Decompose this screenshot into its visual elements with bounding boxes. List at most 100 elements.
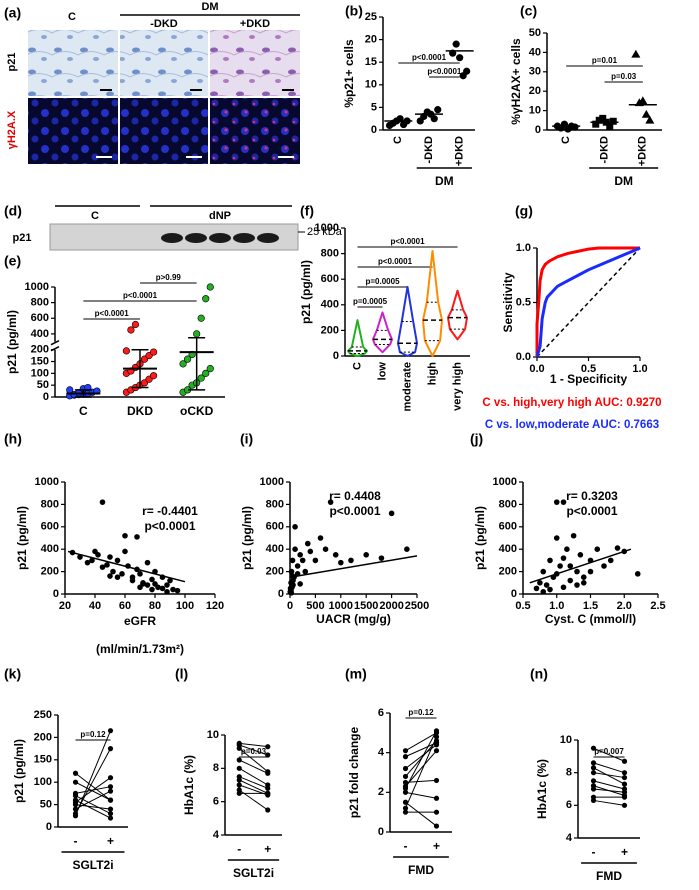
data-point	[574, 582, 580, 588]
data-point	[402, 765, 409, 772]
data-point	[638, 96, 648, 105]
data-point	[149, 586, 155, 593]
data-point	[537, 580, 543, 586]
x-tick-label: +	[107, 834, 114, 848]
data-point	[404, 546, 410, 552]
x-axis-label: 1 - Specificity	[550, 372, 628, 386]
x-tick-label: high	[426, 362, 438, 385]
x-tick-label: 500	[306, 600, 324, 612]
data-point	[402, 779, 409, 786]
data-point	[547, 586, 553, 593]
data-point	[402, 754, 409, 760]
y-tick-label: 20	[529, 85, 541, 97]
data-point	[131, 320, 140, 329]
data-point	[72, 790, 79, 797]
data-point	[236, 782, 242, 788]
legend-entry: C vs. low,moderate AUC: 0.7663	[485, 419, 659, 431]
x-tick-label: -	[592, 845, 596, 859]
p-value: p=0.12	[408, 708, 434, 717]
y-tick-label: 100	[31, 367, 49, 379]
x-tick-label: +	[621, 845, 628, 859]
data-point	[290, 577, 296, 584]
x-tick-label: very high	[451, 362, 463, 411]
micrograph	[28, 98, 118, 164]
y-tick-label: 0.5	[516, 296, 531, 308]
data-point	[402, 789, 409, 795]
data-point	[590, 760, 597, 766]
data-point	[299, 557, 306, 564]
data-point	[127, 326, 135, 334]
p-value: p=0.0005	[353, 297, 388, 306]
y-tick-label: 50	[529, 27, 541, 39]
x-tick-label: 100	[176, 600, 194, 612]
data-point	[95, 552, 101, 558]
data-point	[580, 580, 587, 586]
x-tick-label: 0.5	[515, 600, 530, 612]
x-tick-label: 2.0	[617, 600, 632, 612]
panel-label: (i)	[240, 431, 253, 447]
y-tick-label: 4	[566, 832, 573, 844]
axis-break	[50, 340, 60, 346]
y-tick-label: 0	[53, 588, 59, 600]
panel-label: (b)	[345, 3, 363, 19]
annotation: r= 0.4408	[329, 489, 381, 503]
data-point	[167, 577, 173, 584]
data-point	[433, 809, 440, 815]
x-tick-label: 1500	[354, 600, 378, 612]
pair-line	[239, 744, 268, 756]
data-point	[107, 554, 113, 560]
group-label: DM	[435, 174, 454, 188]
data-point	[543, 582, 550, 588]
x-tick-label: C	[560, 136, 572, 144]
panel-a: (a) DM C -DKD +DKD p21 γH2A.X	[4, 1, 300, 164]
y-tick-label: 25	[365, 11, 377, 23]
data-point	[144, 559, 151, 566]
panel-label: (f)	[300, 203, 314, 219]
y-axis-label: p21 (pg/ml)	[5, 310, 19, 374]
data-point	[265, 752, 271, 758]
x-tick-label: 40	[89, 600, 101, 612]
data-point	[99, 499, 106, 505]
regression-line	[67, 550, 186, 583]
y-tick-label: 10	[529, 105, 541, 117]
column-label: +DKD	[240, 18, 270, 30]
data-point	[265, 790, 271, 796]
data-point	[430, 115, 438, 123]
pair-line	[593, 762, 625, 774]
y-tick-label: 6	[566, 799, 572, 811]
data-point	[631, 49, 641, 58]
y-axis-label: HbA1c (%)	[182, 755, 196, 815]
pair-line	[593, 780, 625, 790]
data-point	[297, 552, 303, 558]
violin	[447, 289, 468, 341]
panel-label: (n)	[530, 666, 548, 682]
y-tick-label: 800	[499, 498, 517, 510]
pair-line	[405, 742, 437, 758]
data-point	[402, 748, 409, 754]
data-point	[84, 559, 91, 566]
data-point	[547, 557, 553, 564]
pair-line	[593, 747, 625, 762]
data-point	[107, 573, 113, 579]
y-tick-label: 6	[378, 707, 384, 719]
data-point	[107, 784, 114, 790]
data-point	[590, 770, 597, 776]
data-point	[72, 779, 79, 785]
panel-label: (d)	[4, 203, 22, 219]
pair-line	[593, 772, 625, 779]
data-point	[402, 799, 409, 805]
data-point	[540, 588, 547, 595]
data-point	[560, 584, 567, 591]
y-tick-label: 30	[529, 66, 541, 78]
data-point	[265, 744, 271, 750]
y-tick-label: 1.0	[516, 242, 531, 254]
data-point	[297, 581, 303, 587]
group-label: DM	[614, 174, 633, 188]
micrograph	[120, 30, 208, 96]
data-point	[72, 810, 79, 817]
data-point	[104, 562, 110, 568]
p-value: p<0.0001	[427, 67, 462, 76]
data-point	[170, 586, 176, 593]
pair-line	[239, 759, 268, 774]
annotation: p<0.0001	[566, 504, 617, 518]
